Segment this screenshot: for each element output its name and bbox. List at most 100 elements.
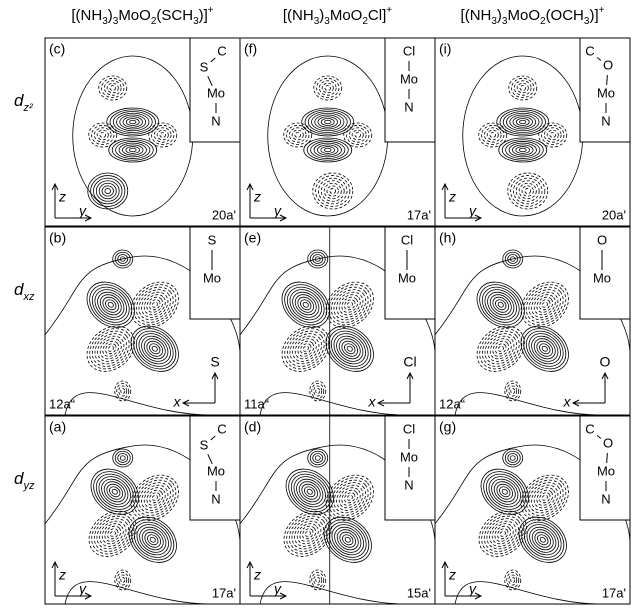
contour (495, 527, 510, 541)
contour (302, 301, 309, 308)
contour (292, 130, 303, 140)
contour (327, 186, 338, 196)
inset-atom: S (208, 232, 217, 247)
contour (516, 469, 574, 526)
contour (89, 327, 133, 370)
axis-label: S (210, 354, 219, 370)
contour (117, 113, 150, 131)
inset-atom: Mo (593, 270, 611, 285)
contour (151, 301, 158, 308)
orbital-label: 17a' (407, 207, 431, 222)
inset-atom: N (601, 491, 610, 506)
contour (119, 575, 127, 585)
inset-atom: C (585, 43, 594, 58)
contour (91, 512, 135, 555)
contour (537, 491, 552, 505)
contour (107, 301, 114, 308)
contour (147, 491, 162, 505)
inset-atom: N (211, 113, 220, 128)
inset-atom: Cl (401, 232, 413, 247)
contour (102, 78, 124, 97)
header-part: [(NH (283, 7, 314, 24)
contour (118, 454, 128, 463)
inset-atom: C (217, 43, 226, 58)
contour (347, 125, 369, 144)
contour (328, 327, 372, 370)
contour (126, 147, 140, 154)
header-part: [(NH (461, 7, 492, 24)
contour (144, 338, 166, 359)
inset-atom: Cl (403, 43, 415, 58)
contour (541, 345, 548, 352)
contour (129, 280, 180, 330)
contour (120, 456, 125, 461)
contour (291, 335, 320, 363)
contour (517, 83, 528, 93)
contour (511, 578, 515, 583)
contour (279, 505, 337, 562)
header-part: )] (199, 7, 208, 24)
panel-label: (h) (439, 230, 456, 246)
contour (299, 481, 321, 502)
figure: [(NH3)3MoO2(SCH3)]+[(NH3)3MoO2Cl]+[(NH3)… (0, 0, 638, 606)
axis-label: z (448, 189, 456, 205)
contour (542, 125, 564, 144)
contour (497, 345, 504, 352)
contour (321, 119, 334, 126)
contour (328, 283, 372, 326)
contour (315, 456, 320, 461)
contour-plot (73, 56, 193, 216)
contour (339, 487, 361, 508)
contour (512, 78, 534, 97)
contour (97, 130, 108, 140)
contour (102, 523, 124, 544)
contour (516, 181, 539, 202)
contour (129, 473, 180, 523)
contour (479, 283, 523, 326)
panel-label: (g) (439, 419, 456, 435)
header-part: MoO (118, 7, 151, 24)
contour (91, 176, 125, 207)
contour (107, 345, 114, 352)
contour (516, 147, 530, 154)
inset-atom: S (200, 437, 209, 452)
contour (293, 520, 322, 548)
contour (511, 389, 515, 394)
contour (328, 476, 372, 519)
contour (109, 530, 116, 537)
header-part: MoO (507, 7, 540, 24)
contour (510, 456, 515, 461)
contour (523, 476, 567, 519)
axis-label: z (253, 189, 261, 205)
inset-atom: O (597, 232, 607, 247)
contour (144, 487, 166, 508)
contour (93, 178, 122, 204)
contour (539, 123, 567, 147)
orbital-label: 11a“ (244, 396, 269, 411)
contour (534, 338, 556, 359)
contour (93, 470, 137, 513)
axis-label: O (600, 354, 611, 370)
contour (324, 473, 375, 523)
orbital-label: 20a' (212, 207, 236, 222)
contour (311, 141, 345, 158)
contour (507, 113, 540, 131)
row-label: dxz (14, 280, 35, 302)
contour (479, 327, 523, 370)
panel-label: (i) (439, 41, 451, 57)
inset-atom: N (211, 491, 220, 506)
contour (316, 578, 320, 583)
contour (86, 463, 144, 520)
contour (337, 529, 359, 550)
inset-atom: Mo (400, 449, 418, 464)
contour (497, 301, 504, 308)
contour (126, 119, 139, 126)
contour (335, 291, 364, 319)
axis-arrow (573, 373, 608, 406)
contour (494, 481, 516, 502)
panel-label: (a) (49, 419, 66, 435)
contour (346, 345, 353, 352)
contour (340, 533, 355, 547)
contour (100, 338, 122, 359)
contour (476, 463, 534, 520)
